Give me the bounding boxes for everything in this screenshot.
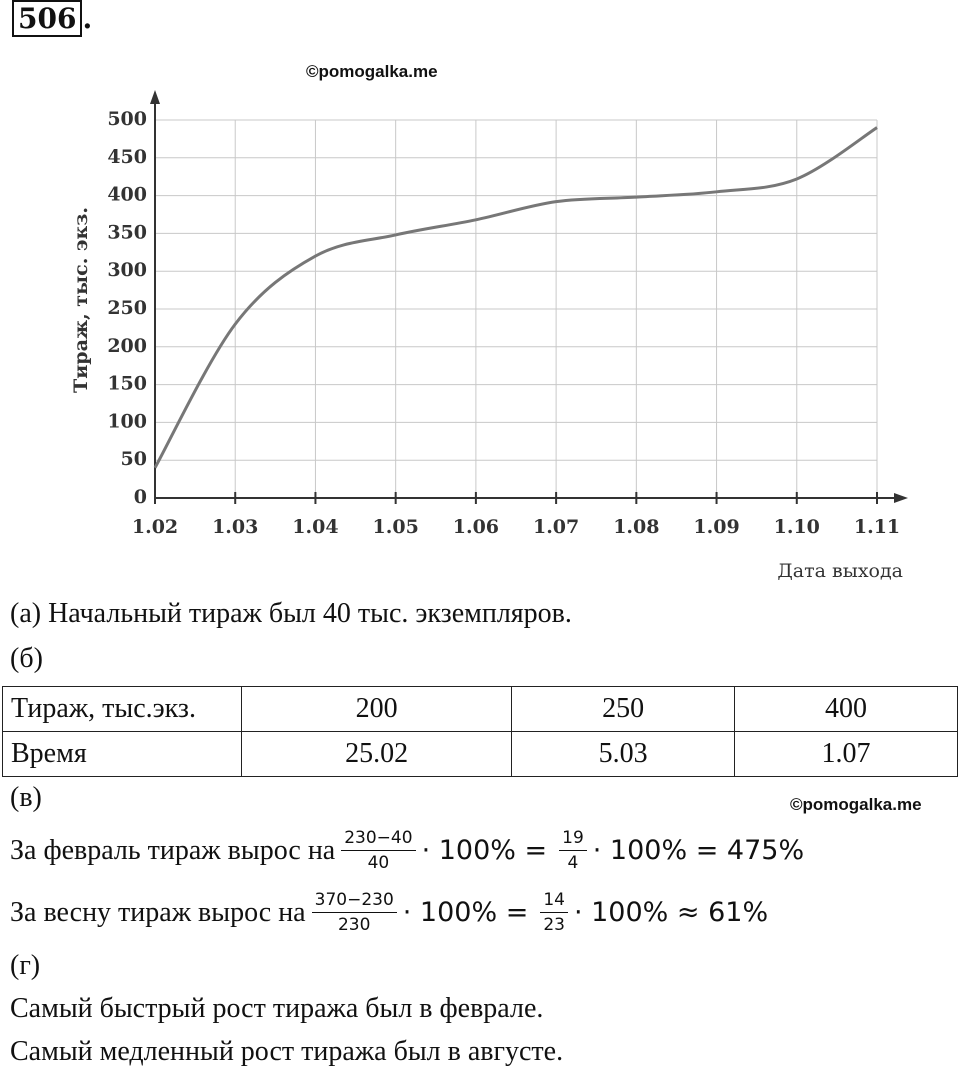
x-tick-label: 1.10 [774,516,820,538]
y-tick-label: 400 [107,184,147,206]
chart: Тираж, тыс. экз. Дата выхода 0 50 100 150 20… [70,90,908,582]
table-row: Тираж, тыс.экз. 200 250 400 [2,686,958,732]
table-cell: 400 [734,686,958,732]
y-tick-label: 300 [107,259,147,281]
y-tick-label: 50 [121,448,147,470]
table-row: Время 25.02 5.03 1.07 [2,731,958,777]
table-cell: Тираж, тыс.экз. [2,686,242,732]
math: · 100% = 475% [592,835,805,866]
math: · 100% = [421,835,548,866]
x-tick-label: 1.08 [613,516,659,538]
y-tick-label: 450 [107,146,147,168]
part-v: (в) [10,782,42,813]
y-tick-label: 100 [107,410,147,432]
y-arrow [150,90,160,104]
conclusion: Самый медленный рост тиража был в август… [10,1036,564,1067]
x-tick-label: 1.07 [533,516,579,538]
x-tick-label: 1.03 [212,516,258,538]
x-tick-label: 1.06 [453,516,499,538]
denominator: 230 [337,915,371,935]
formula-text: За весну тираж вырос на [10,896,306,928]
data-line [153,126,878,469]
formula-line: За весну тираж вырос на 370−230 230 · 100% … [10,890,774,935]
fraction: 230−40 40 [341,828,416,873]
table: Тираж, тыс.экз. 200 250 400 Время 25.02 5.03 1.… [2,686,958,777]
y-tick-label: 500 [107,108,147,130]
x-tick-label: 1.04 [292,516,338,538]
x-arrow [894,493,908,503]
denominator: 4 [567,853,579,873]
y-axis-label: Тираж, тыс. экз. [70,207,92,393]
part-b: (б) [10,643,43,674]
numerator: 230−40 [341,828,416,851]
y-tick-label: 150 [107,373,147,395]
math: · 100% ≈ 61% [573,897,769,928]
x-axis-label: Дата выхода [777,560,903,582]
numerator: 370−230 [311,890,397,913]
fraction: 14 23 [540,890,568,935]
fraction: 19 4 [559,828,587,873]
part-g: (г) [10,950,41,981]
problem-number: 506. [12,0,93,37]
formula-line: За февраль тираж вырос на 230−40 40 · 100% … [10,828,810,873]
formula-text: За февраль тираж вырос на [10,834,336,866]
conclusion: Самый быстрый рост тиража был в феврале. [10,993,544,1024]
watermark: ©pomogalka.me [306,62,438,81]
x-tick-label: 1.09 [693,516,739,538]
table-cell: 200 [240,686,513,732]
table-cell: 5.03 [511,731,736,777]
numerator: 19 [559,828,587,851]
denominator: 40 [367,853,390,873]
numerator: 14 [540,890,568,913]
y-tick-label: 200 [107,335,147,357]
table-cell: 1.07 [734,731,958,777]
x-tick-label: 1.11 [854,516,900,538]
y-tick-label: 350 [107,221,147,243]
punct: . [82,2,93,35]
x-tick-label: 1.02 [132,516,178,538]
number: 506 [12,0,83,37]
denominator: 23 [543,915,565,935]
table-cell: 25.02 [240,731,513,777]
x-tick-label: 1.05 [373,516,419,538]
watermark: ©pomogalka.me [790,795,922,814]
math: · 100% = [402,897,529,928]
fraction: 370−230 230 [311,890,397,935]
y-tick-label: 250 [107,297,147,319]
table-cell: Время [2,731,242,777]
part-a: (а) Начальный тираж был 40 тыс. экземпля… [10,598,572,629]
table-cell: 250 [511,686,736,732]
y-tick-label: 0 [134,486,147,508]
